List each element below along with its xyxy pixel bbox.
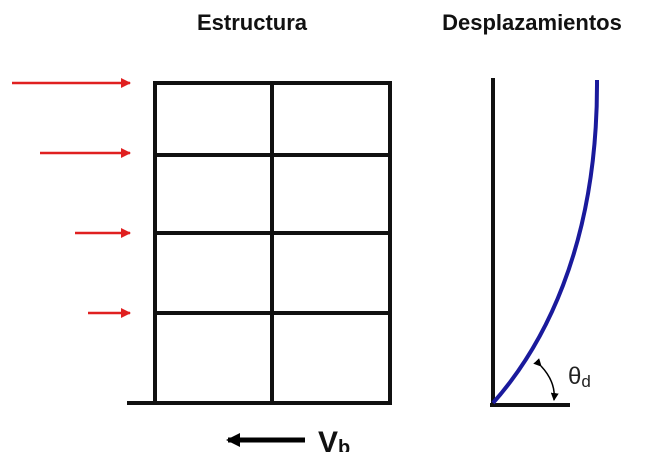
- symbol: V: [318, 426, 338, 452]
- lateral-forces: [12, 78, 131, 318]
- deflected-shape: [491, 79, 600, 405]
- symbol: θ: [568, 363, 581, 390]
- displacement-plot: θd: [490, 78, 600, 407]
- structure-title: Estructura: [197, 10, 308, 35]
- frame: [127, 81, 392, 405]
- displacements-title: Desplazamientos: [442, 10, 622, 35]
- drift-angle-label: θd: [568, 363, 591, 391]
- subscript: b: [338, 437, 350, 452]
- angle-arc: [533, 358, 559, 401]
- base-shear-label: Vb: [318, 426, 350, 452]
- subscript: d: [581, 372, 590, 391]
